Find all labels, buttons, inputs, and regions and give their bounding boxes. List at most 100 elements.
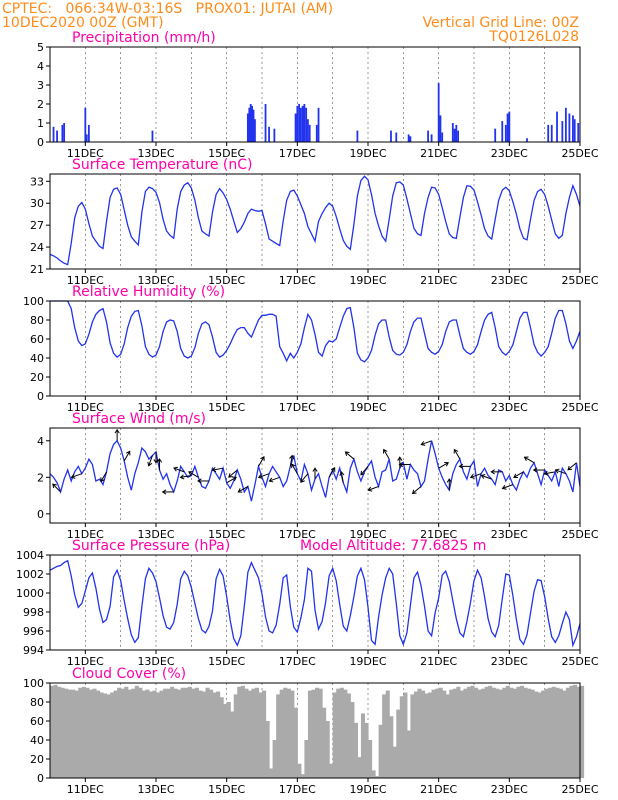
cloud-bar bbox=[141, 690, 146, 778]
panel-frame bbox=[49, 300, 581, 397]
cloud-bar bbox=[110, 692, 115, 778]
cloud-bar bbox=[403, 692, 408, 778]
cloud-bar bbox=[519, 685, 525, 778]
precip-bar bbox=[305, 107, 308, 142]
cloud-bar bbox=[512, 688, 517, 778]
cloud-bar bbox=[209, 689, 214, 778]
wind-line bbox=[49, 439, 581, 502]
wind-arrow bbox=[345, 451, 355, 460]
x-tick-label: 21DEC bbox=[420, 655, 457, 668]
wind-arrow-head bbox=[289, 454, 295, 460]
cloud-bar bbox=[177, 689, 182, 778]
precip-bar bbox=[451, 123, 454, 142]
wind-arrow-head bbox=[52, 483, 57, 489]
cloud-bar bbox=[353, 722, 358, 778]
wind-arrow bbox=[360, 466, 369, 476]
cloud-bar bbox=[194, 687, 199, 778]
panel-frame bbox=[49, 173, 581, 270]
panel-title: Surface Wind (m/s) bbox=[72, 411, 206, 427]
cloud-bar bbox=[505, 685, 510, 778]
cloud-bar bbox=[223, 703, 228, 778]
y-tick-label: 998 bbox=[23, 606, 44, 619]
wind-arrow-head bbox=[532, 467, 538, 473]
wind-arrow-head bbox=[237, 488, 243, 493]
cloud-bar bbox=[131, 688, 136, 778]
cloud-bar bbox=[254, 687, 260, 778]
cloud-bar bbox=[145, 689, 150, 778]
cloud-bar bbox=[548, 687, 553, 778]
cloud-bar bbox=[541, 690, 546, 778]
x-tick-label: 11DEC bbox=[67, 528, 104, 541]
wind-arrow bbox=[188, 471, 199, 478]
x-tick-label: 13DEC bbox=[137, 274, 174, 287]
wind-arrow bbox=[258, 473, 270, 478]
cloud-bar bbox=[481, 688, 486, 778]
y-tick-label: 5 bbox=[37, 41, 44, 54]
cloud-bar bbox=[269, 768, 274, 778]
wind-arrow-head bbox=[567, 465, 573, 471]
x-tick-label: 23DEC bbox=[491, 147, 528, 160]
x-tick-label: 25DEC bbox=[561, 401, 598, 414]
precip-bar bbox=[526, 138, 528, 142]
y-tick-label: 80 bbox=[30, 696, 44, 709]
cloud-bar bbox=[322, 707, 327, 778]
x-tick-label: 15DEC bbox=[208, 401, 245, 414]
wind-arrow bbox=[52, 483, 61, 493]
panel-temp: 21 24 27 30 33 11DEC 13DEC 15DEC 17DEC 19DEC 21DEC… bbox=[30, 157, 599, 287]
cloud-bar bbox=[57, 686, 62, 778]
precip-bar bbox=[254, 119, 256, 142]
wind-arrow-head bbox=[360, 470, 365, 476]
cloud-bar bbox=[572, 684, 578, 778]
x-tick-label: 19DEC bbox=[349, 147, 386, 160]
cloud-bar bbox=[378, 724, 383, 778]
x-tick-label: 19DEC bbox=[349, 783, 386, 796]
y-tick-label: 27 bbox=[30, 219, 44, 232]
x-tick-label: 13DEC bbox=[137, 783, 174, 796]
cloud-bar bbox=[396, 709, 401, 778]
precip-bar bbox=[441, 132, 444, 142]
precip-bar bbox=[506, 113, 509, 142]
wind-arrow-head bbox=[383, 448, 388, 454]
x-tick-label: 17DEC bbox=[279, 655, 316, 668]
precip-bar bbox=[246, 113, 249, 142]
wind-arrow bbox=[148, 455, 153, 466]
precip-bar bbox=[248, 107, 251, 142]
cloud-bar bbox=[530, 689, 535, 778]
cloud-bar bbox=[534, 691, 539, 778]
wind-arrow bbox=[544, 471, 556, 475]
cloud-bar bbox=[544, 688, 549, 778]
wind-arrow-head bbox=[257, 473, 263, 479]
cloud-bar bbox=[452, 688, 457, 778]
cloud-bar bbox=[120, 688, 125, 778]
x-tick-label: 17DEC bbox=[279, 401, 316, 414]
cloud-bar bbox=[477, 689, 482, 778]
wind-arrow bbox=[567, 462, 577, 471]
cloud-bar bbox=[329, 763, 334, 778]
y-tick-label: 100 bbox=[23, 295, 44, 308]
x-tick-label: 25DEC bbox=[561, 528, 598, 541]
wind-arrow-head bbox=[339, 471, 345, 476]
x-tick-label: 11DEC bbox=[67, 655, 104, 668]
panel-title: Cloud Cover (%) bbox=[72, 666, 186, 682]
cloud-bar bbox=[85, 687, 90, 778]
wind-arrow bbox=[269, 476, 280, 482]
wind-arrow-head bbox=[153, 459, 159, 464]
x-tick-label: 13DEC bbox=[137, 401, 174, 414]
x-tick-label: 21DEC bbox=[420, 528, 457, 541]
x-tick-label: 21DEC bbox=[420, 401, 457, 414]
wind-arrow-head bbox=[268, 477, 274, 483]
wind-arrow bbox=[340, 471, 344, 483]
precip-bar bbox=[84, 107, 87, 142]
precip-bar bbox=[550, 124, 553, 142]
panel-precip: 0 1 2 3 4 5 11DEC 13DEC 15DEC 17DEC 19DEC 21DEC 23DE… bbox=[37, 30, 599, 160]
cloud-bar bbox=[272, 740, 277, 778]
precip-bar bbox=[307, 119, 309, 142]
cloud-bar bbox=[498, 689, 503, 778]
wind-arrow-head bbox=[420, 441, 426, 446]
wind-arrow bbox=[328, 467, 336, 478]
wind-arrow bbox=[180, 475, 192, 478]
precip-bar bbox=[508, 111, 511, 142]
precip-bar bbox=[315, 124, 318, 142]
cloud-bar bbox=[315, 687, 320, 778]
panel-frame bbox=[49, 682, 581, 779]
